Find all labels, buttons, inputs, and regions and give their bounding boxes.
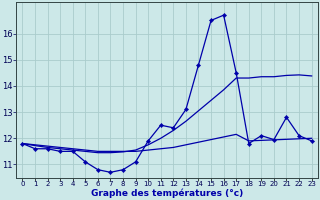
X-axis label: Graphe des températures (°c): Graphe des températures (°c) — [91, 188, 243, 198]
